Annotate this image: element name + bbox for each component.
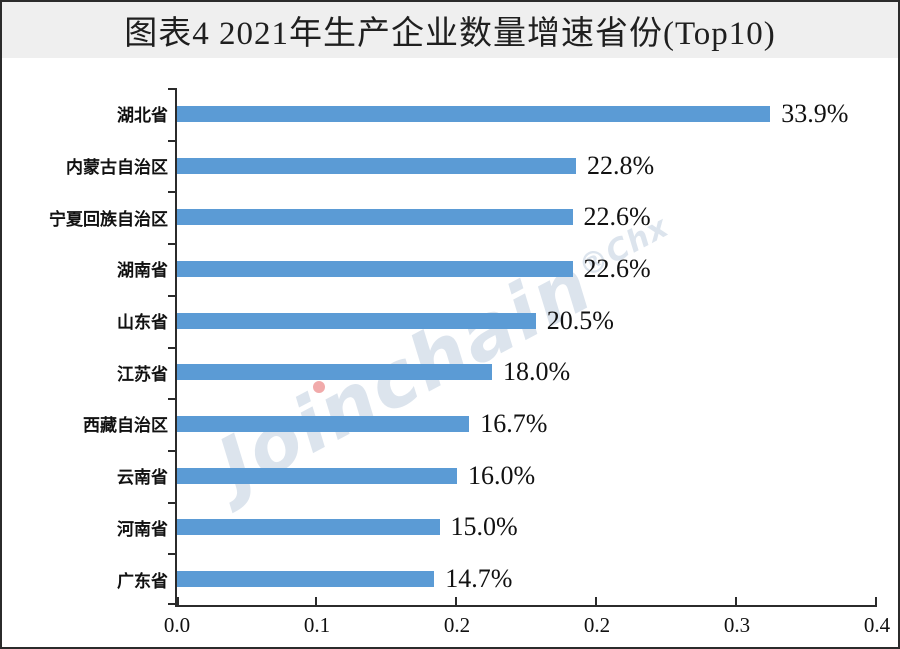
category-label: 湖北省 [117,106,168,126]
value-label: 16.7% [480,408,548,438]
x-axis-tick-label: 0.2 [583,613,611,637]
chart-title: 图表4 2021年生产企业数量增速省份(Top10) [124,16,776,52]
x-axis-tick-label: 0.3 [723,613,751,637]
bar-row: 湖北省 33.9% [2,88,892,140]
category-label: 云南省 [117,468,168,488]
title-band: 图表4 2021年生产企业数量增速省份(Top10) [2,2,898,58]
bar-row: 河南省 15.0% [2,502,892,554]
category-label: 广东省 [117,571,168,591]
value-label: 18.0% [503,357,571,387]
bar-row: 宁夏回族自治区 22.6% [2,191,892,243]
bar [177,312,536,329]
category-label: 河南省 [117,519,168,539]
category-label: 山东省 [117,313,168,333]
category-label: 江苏省 [117,364,168,384]
value-label: 22.6% [583,202,651,232]
bar [177,260,573,277]
bar [177,209,573,226]
value-label: 16.0% [468,460,536,490]
value-label: 14.7% [445,564,513,594]
bar [177,467,457,484]
category-label: 湖南省 [117,261,168,281]
bar [177,415,470,432]
value-label: 20.5% [546,305,614,335]
category-label: 西藏自治区 [83,416,168,436]
value-label: 22.8% [587,150,655,180]
category-label: 宁夏回族自治区 [49,209,168,229]
bar [177,519,440,536]
bar-row: 江苏省 18.0% [2,346,892,398]
bar [177,571,435,588]
bar [177,364,492,381]
x-axis-tick-label: 0.4 [863,613,891,637]
chart-area: Joinchain®Chx 湖北省 33.9% 内蒙古自治区 22.8% 宁夏回族自治区… [2,58,898,647]
value-label: 15.0% [450,512,518,542]
bar-row: 内蒙古自治区 22.8% [2,140,892,192]
bar [177,157,576,174]
bar-row: 广东省 14.7% [2,553,892,605]
value-label: 22.6% [583,253,651,283]
bar [177,105,771,122]
bar-rows: 湖北省 33.9% 内蒙古自治区 22.8% 宁夏回族自治区 22.6% 湖南省 22.6% 山… [2,88,892,605]
bar-row: 西藏自治区 16.7% [2,398,892,450]
x-axis-tick-label: 0.2 [443,613,471,637]
category-label: 内蒙古自治区 [66,158,168,178]
value-label: 33.9% [781,98,849,128]
x-axis-tick-label: 0.1 [303,613,331,637]
bar-row: 山东省 20.5% [2,295,892,347]
x-axis-tick-label: 0.0 [163,613,191,637]
bar-row: 云南省 16.0% [2,450,892,502]
bar-row: 湖南省 22.6% [2,243,892,295]
